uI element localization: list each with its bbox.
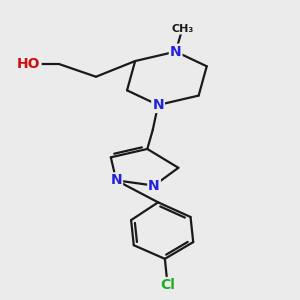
Text: HO: HO (17, 57, 41, 71)
Text: N: N (152, 98, 164, 112)
Text: CH₃: CH₃ (171, 24, 194, 34)
Text: N: N (148, 178, 160, 193)
Text: Cl: Cl (160, 278, 175, 292)
Text: N: N (170, 45, 182, 58)
Text: N: N (110, 173, 122, 188)
